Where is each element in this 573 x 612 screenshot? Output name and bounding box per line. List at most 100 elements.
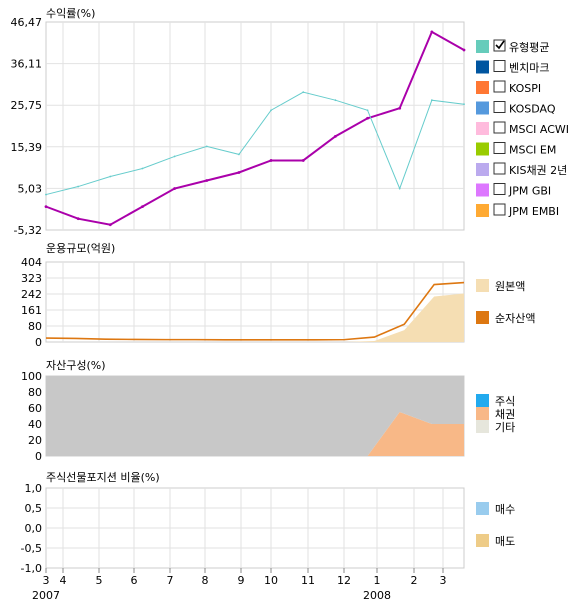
x-tick-label: 10 (264, 574, 278, 587)
asset-mix-legend-swatch (476, 420, 489, 433)
returns-y-tick-label: 25,75 (11, 99, 43, 112)
returns-plot-frame (45, 21, 465, 231)
futures-legend-label: 매수 (495, 503, 515, 516)
returns-legend-label: 유형평균 (509, 41, 549, 54)
asset-mix-y-tick-label: 20 (28, 434, 42, 447)
returns-legend-checkbox (493, 183, 506, 195)
futures-y-tick-label: -1,0 (21, 562, 42, 575)
x-tick-label: 7 (167, 574, 174, 587)
returns-legend-swatch (476, 60, 489, 74)
returns-legend-checkbox (493, 39, 506, 52)
returns-series-point (270, 109, 272, 112)
returns-legend-label: JPM GBI (508, 185, 551, 198)
aum-y-tick-label: 80 (28, 320, 42, 333)
returns-series-point (77, 185, 80, 188)
asset-mix-y-tick-label: 0 (35, 450, 42, 463)
asset-mix-y-tick-label: 60 (28, 402, 42, 415)
x-year-label: 2008 (363, 589, 391, 602)
aum-plot-frame (45, 261, 465, 343)
returns-series-point (302, 91, 305, 94)
returns-series-point (44, 205, 48, 209)
futures-plot: 1,0 0,5 0,0 -0,5 -1,0 (21, 482, 465, 575)
aum-title: 운용규모(억원) (46, 242, 115, 255)
returns-legend-swatch (476, 183, 489, 197)
returns-series-point (109, 175, 112, 178)
returns-series-line (45, 91, 465, 196)
x-tick-label: 8 (202, 574, 209, 587)
asset-mix-legend-label: 기타 (495, 421, 515, 434)
returns-series-point (398, 187, 401, 190)
returns-y-tick-label: -5,32 (14, 224, 42, 237)
returns-legend-swatch (476, 204, 489, 217)
x-tick-label: 3 (43, 574, 50, 587)
returns-legend-label: KOSPI (509, 82, 541, 95)
x-tick-label: 4 (60, 574, 67, 587)
returns-legend-checkbox (493, 101, 506, 113)
aum-net-assets-line (45, 281, 465, 341)
asset-mix-legend-label: 채권 (495, 408, 515, 421)
asset-mix-y-tick-label: 100 (21, 370, 42, 383)
futures-legend-swatch (476, 534, 489, 547)
returns-legend-checkbox (493, 142, 506, 154)
aum-legend-label: 순자산액 (495, 312, 535, 325)
futures-legend-swatch (476, 502, 489, 515)
returns-legend-swatch (476, 163, 489, 176)
asset-mix-plot: 100 80 60 40 20 0 (21, 370, 465, 463)
returns-series-line (45, 30, 465, 226)
returns-series-point (205, 145, 208, 148)
aum-plot: 404 323 242 161 80 0 (21, 256, 465, 349)
futures-y-tick-label: 1,0 (25, 482, 43, 495)
aum-y-tick-label: 242 (21, 288, 42, 301)
x-tick-label: 5 (96, 574, 103, 587)
returns-legend-checkbox (493, 121, 506, 134)
returns-series-point (205, 179, 209, 182)
asset-mix-legend-swatch (476, 407, 489, 420)
x-tick-label: 9 (238, 574, 245, 587)
returns-series-point (430, 30, 434, 34)
returns-legend-label: KIS채권 2년 (509, 164, 567, 177)
returns-series-point (462, 48, 466, 52)
returns-legend-swatch (476, 40, 489, 53)
returns-title: 수익률(%) (46, 7, 95, 20)
returns-legend-swatch (476, 142, 489, 156)
x-tick-label: 6 (131, 574, 138, 587)
returns-y-tick-label: 5,03 (18, 182, 43, 195)
x-tick-label: 1 (374, 574, 381, 587)
aum-legend-swatch (476, 311, 489, 324)
returns-legend-checkbox (493, 203, 506, 216)
aum-y-tick-label: 404 (21, 256, 42, 269)
returns-legend-checkbox (493, 162, 506, 175)
returns-legend-checkmark (495, 40, 505, 50)
asset-mix-y-tick-label: 80 (28, 386, 42, 399)
returns-y-tick-label: 15,39 (11, 141, 43, 154)
x-tick-label: 3 (440, 574, 447, 587)
x-tick-label: 2 (411, 574, 418, 587)
returns-y-tick-label: 36,11 (11, 58, 43, 71)
returns-series-point (366, 116, 369, 120)
aum-legend-swatch (476, 279, 489, 292)
returns-series-point (237, 171, 241, 174)
asset-mix-legend-label: 주식 (495, 395, 515, 408)
asset-mix-title: 자산구성(%) (46, 359, 106, 372)
x-tick-label: 12 (337, 574, 351, 587)
futures-legend-label: 매도 (495, 535, 515, 548)
returns-series-point (173, 155, 176, 158)
x-tick-label: 11 (301, 574, 315, 587)
x-year-label: 2007 (32, 589, 60, 602)
returns-series-point (269, 159, 273, 162)
returns-series-point (463, 103, 465, 106)
returns-legend-swatch (476, 122, 489, 135)
returns-series-point (430, 99, 433, 102)
aum-legend-label: 원본액 (495, 280, 525, 293)
returns-legend-label: 벤치마크 (509, 62, 549, 75)
asset-mix-legend-swatch (476, 394, 489, 407)
returns-legend-label: MSCI ACWI (509, 123, 569, 136)
returns-series-point (45, 193, 47, 196)
returns-series-point (398, 106, 402, 110)
